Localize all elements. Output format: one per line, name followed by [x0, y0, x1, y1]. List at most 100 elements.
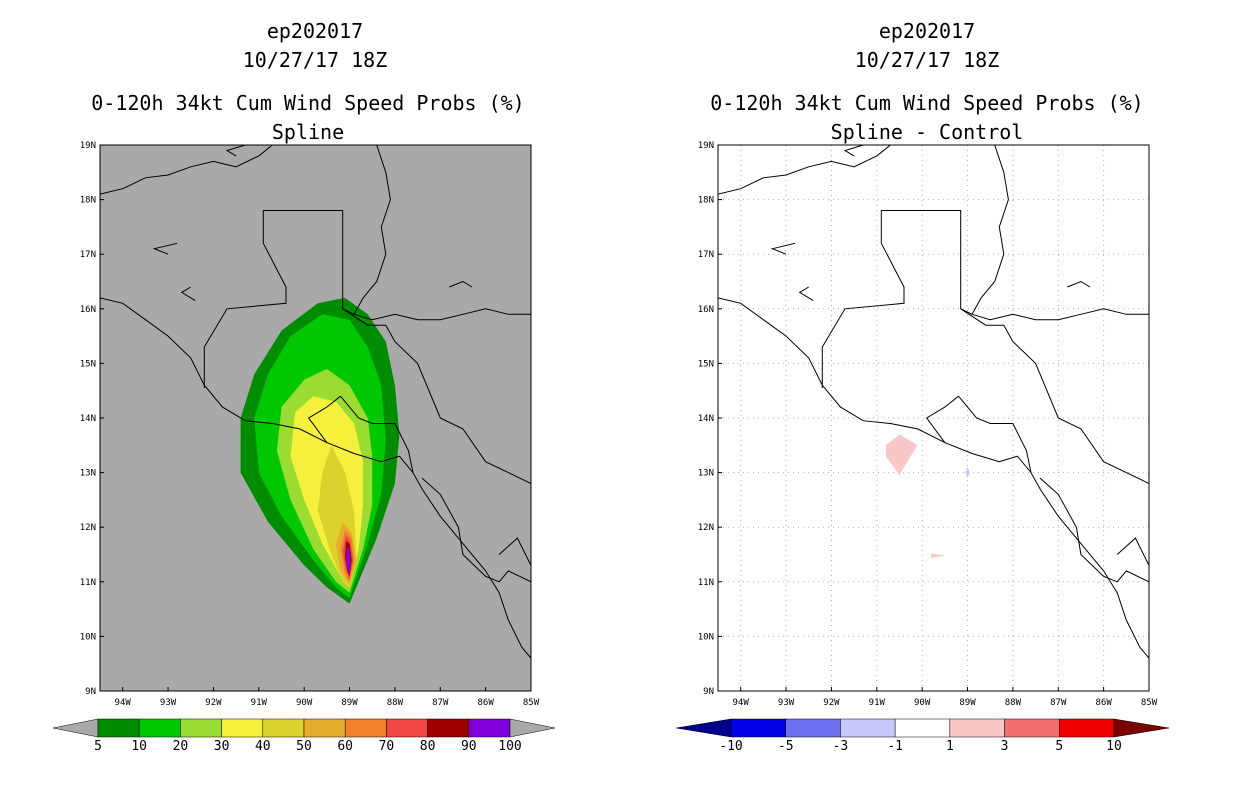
y-tick-label: 15N: [698, 359, 714, 369]
x-tick-label: 85W: [523, 698, 540, 708]
x-tick-label: 89W: [341, 698, 358, 708]
coastline: [971, 308, 1149, 321]
y-tick-label: 17N: [80, 250, 96, 260]
colorbar-label: -5: [778, 739, 794, 754]
x-tick-label: 92W: [205, 698, 222, 708]
contour-level-neg1: [965, 467, 970, 479]
colorbar-label: 40: [255, 739, 271, 754]
coastline: [180, 286, 196, 302]
colorbar-swatch: [221, 718, 264, 738]
coastline: [152, 242, 178, 255]
colorbar-swatch: [785, 718, 841, 738]
colorbar-swatch: [949, 718, 1005, 738]
map-coastlines: [100, 145, 531, 659]
x-tick-label: 92W: [823, 698, 840, 708]
y-tick-label: 12N: [698, 523, 714, 533]
y-tick-label: 13N: [698, 469, 714, 479]
x-tick-label: 89W: [959, 698, 976, 708]
x-tick-label: 90W: [296, 698, 313, 708]
x-tick-label: 87W: [432, 698, 449, 708]
colorbar-low-arrow: [52, 718, 99, 738]
colorbar-label: 1: [946, 739, 954, 754]
y-axis-ticks: 9N 10N 11N 12N 13N 14N 15N 16N 17N 18N 19N: [80, 141, 104, 697]
y-tick-label: 18N: [80, 196, 96, 206]
x-tick-label: 94W: [733, 698, 750, 708]
coastline: [100, 145, 273, 195]
colorbar-swatch: [138, 718, 181, 738]
colorbar-swatch: [1004, 718, 1060, 738]
coastline: [958, 395, 1032, 473]
colorbar-swatch: [344, 718, 387, 738]
panel-storm-id: ep202017: [267, 19, 363, 43]
y-axis-ticks: 9N 10N 11N 12N 13N 14N 15N 16N 17N 18N 19N: [698, 141, 722, 697]
coastline: [718, 145, 891, 195]
panel-product-title: 0-120h 34kt Cum Wind Speed Probs (%): [91, 91, 524, 115]
colorbar: 5 10 20 30 40 50 60 70 80 90 100: [52, 718, 556, 754]
contour-level-1: [931, 553, 945, 558]
y-tick-label: 19N: [698, 141, 714, 151]
y-tick-label: 11N: [80, 578, 96, 588]
colorbar-label: 90: [461, 739, 477, 754]
colorbar-swatch: [303, 718, 346, 738]
colorbar-label: -10: [719, 739, 742, 754]
x-tick-label: 90W: [914, 698, 931, 708]
colorbar-low-arrow: [675, 718, 732, 738]
y-tick-label: 14N: [698, 414, 714, 424]
panel-spline: ep202017 10/27/17 18Z 0-120h 34kt Cum Wi…: [52, 19, 556, 754]
contour-level-90: [346, 547, 351, 574]
x-tick-label: 91W: [251, 698, 268, 708]
colorbar-swatch: [97, 718, 140, 738]
colorbar-label: 5: [1055, 739, 1063, 754]
colorbar-swatch: [1059, 718, 1115, 738]
x-tick-label: 94W: [115, 698, 132, 708]
coastline: [1039, 477, 1149, 583]
coastline: [203, 210, 355, 388]
x-tick-label: 85W: [1141, 698, 1158, 708]
x-tick-label: 86W: [477, 698, 494, 708]
panel-subtitle: Spline: [272, 120, 344, 144]
coastline: [342, 308, 531, 484]
colorbar: -10 -5 -3 -1 1 3 5 10: [675, 718, 1170, 754]
y-tick-label: 16N: [698, 305, 714, 315]
coastline: [798, 286, 814, 302]
colorbar-swatch: [386, 718, 428, 738]
colorbar-label: 70: [379, 739, 395, 754]
coastline: [925, 395, 959, 443]
colorbar-swatch: [262, 718, 305, 738]
y-tick-label: 9N: [703, 687, 714, 697]
contour-level-1: [885, 434, 918, 476]
panel-storm-id: ep202017: [879, 19, 975, 43]
colorbar-swatch: [840, 718, 896, 738]
colorbar-swatch: [180, 718, 222, 738]
colorbar-high-arrow: [1113, 718, 1170, 738]
colorbar-swatch: [730, 718, 786, 738]
coastline: [843, 145, 864, 157]
y-tick-label: 19N: [80, 141, 96, 151]
colorbar-swatch: [894, 718, 951, 738]
y-tick-label: 16N: [80, 305, 96, 315]
colorbar-label: -1: [887, 739, 903, 754]
coastline: [353, 145, 391, 315]
map-coastlines: [718, 145, 1149, 659]
colorbar-label: 80: [420, 739, 436, 754]
coastline: [770, 242, 796, 255]
y-tick-label: 13N: [80, 469, 96, 479]
panel-datetime: 10/27/17 18Z: [243, 48, 388, 72]
coastline: [960, 308, 1149, 484]
colorbar-label: 50: [296, 739, 312, 754]
coastline: [498, 537, 531, 566]
y-tick-label: 12N: [80, 523, 96, 533]
panel-subtitle: Spline - Control: [831, 120, 1024, 144]
colorbar-label: 3: [1001, 739, 1009, 754]
x-tick-label: 87W: [1050, 698, 1067, 708]
colorbar-label: 10: [1106, 739, 1122, 754]
y-tick-label: 17N: [698, 250, 714, 260]
colorbar-label: 5: [94, 739, 102, 754]
y-tick-label: 10N: [698, 632, 714, 642]
colorbar-label: -3: [833, 739, 849, 754]
colorbar-swatch: [427, 718, 470, 738]
coastline: [821, 210, 973, 388]
colorbar-label: 60: [337, 739, 353, 754]
colorbar-label: 20: [173, 739, 189, 754]
